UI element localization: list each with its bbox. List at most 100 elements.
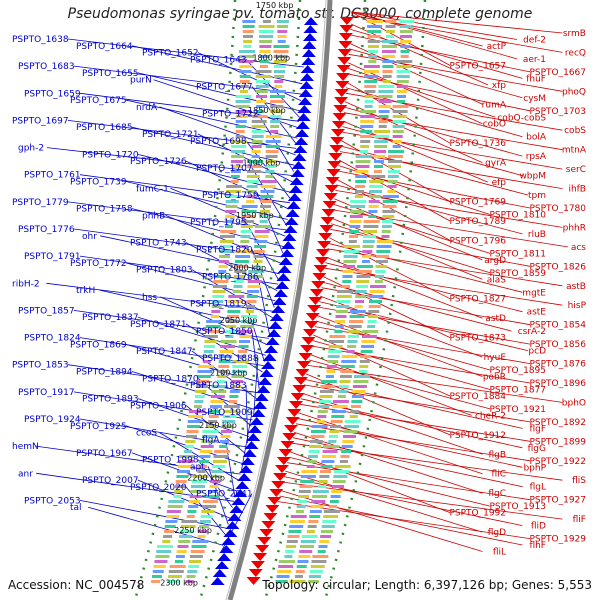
gene-label-right: PSPTO_1827 (449, 295, 506, 305)
feature-block (296, 565, 307, 568)
forward-gene-arrow (303, 25, 318, 33)
forward-gene-arrow (265, 337, 280, 345)
feature-block (387, 180, 398, 183)
feature-block (265, 160, 277, 163)
feature-block (326, 365, 337, 368)
dotted-ring-0 (133, 0, 237, 600)
forward-gene-arrow (298, 89, 313, 97)
feature-block (235, 120, 247, 123)
feature-block (253, 265, 262, 268)
feature-block (329, 500, 339, 503)
reverse-gene-arrow (305, 313, 320, 321)
feature-block (162, 540, 171, 543)
feature-block (235, 125, 246, 128)
feature-block (378, 125, 387, 128)
feature-block (245, 310, 254, 313)
feature-block (364, 95, 375, 98)
label-connector-right (287, 462, 531, 501)
feature-block (318, 405, 330, 408)
feature-block (246, 190, 257, 193)
feature-block (265, 140, 281, 143)
label-connector-right (324, 267, 563, 306)
feature-block (239, 65, 253, 68)
feature-block (289, 525, 304, 528)
label-connector-right (349, 34, 531, 73)
feature-block (211, 390, 227, 393)
reverse-gene-arrow (265, 505, 280, 513)
feature-block (374, 130, 391, 133)
feature-block (277, 35, 287, 38)
feature-block (255, 85, 269, 88)
feature-block (241, 215, 256, 218)
feature-block (349, 415, 358, 418)
feature-block (286, 545, 296, 548)
feature-block (382, 50, 396, 53)
feature-block (210, 395, 225, 398)
feature-block (319, 390, 334, 393)
label-connector-left (251, 249, 275, 308)
feature-block (368, 55, 378, 58)
feature-block (369, 300, 382, 303)
reverse-gene-arrow (322, 201, 337, 209)
feature-block (196, 375, 211, 378)
feature-block (396, 75, 410, 78)
gene-label-left: PSPTO_1786 (202, 273, 259, 283)
feature-block (254, 225, 271, 228)
reverse-gene-arrow (298, 353, 313, 361)
feature-block (214, 450, 231, 453)
feature-block (400, 55, 409, 58)
forward-gene-arrow (237, 473, 252, 481)
scale-tick-label: 2200 kbp (187, 474, 225, 483)
feature-block (225, 210, 237, 213)
feature-block (152, 570, 164, 573)
feature-block (368, 305, 381, 308)
feature-block (269, 90, 286, 93)
reverse-gene-arrow (307, 305, 322, 313)
feature-block (369, 180, 385, 183)
forward-gene-arrow (302, 41, 317, 49)
feature-block (168, 500, 185, 503)
feature-block (368, 210, 378, 213)
feature-block (276, 20, 289, 23)
forward-gene-arrow (291, 161, 306, 169)
feature-block (260, 190, 275, 193)
feature-block (318, 400, 331, 403)
reverse-gene-arrow (318, 233, 333, 241)
feature-block (225, 330, 235, 333)
reverse-gene-arrow (335, 81, 350, 89)
reverse-gene-arrow (329, 145, 344, 153)
scale-tick-label: 2300 kbp (160, 579, 198, 588)
reverse-gene-arrow (302, 329, 317, 337)
feature-block (196, 380, 210, 383)
feature-block (359, 360, 370, 363)
reverse-gene-arrow (338, 41, 353, 49)
feature-block (235, 110, 249, 113)
feature-block (387, 175, 399, 178)
gene-label-left: PSPTO_1847 (136, 347, 193, 357)
feature-block (175, 560, 183, 563)
feature-block (211, 385, 228, 388)
feature-block (301, 470, 318, 473)
feature-block (351, 395, 364, 398)
feature-block (296, 505, 306, 508)
feature-block (320, 535, 332, 538)
feature-block (368, 315, 378, 318)
feature-block (164, 525, 176, 528)
label-connector-right (328, 242, 523, 293)
feature-block (348, 330, 361, 333)
feature-block (187, 425, 201, 428)
map-title: Pseudomonas syringae pv. tomato str. DC3… (67, 6, 533, 22)
forward-gene-arrow (287, 193, 302, 201)
feature-block (187, 570, 198, 573)
label-connector-left (241, 412, 253, 471)
label-connector-right (282, 481, 563, 520)
feature-block (213, 280, 229, 283)
feature-block (368, 60, 377, 63)
feature-block (392, 145, 401, 148)
feature-block (239, 55, 255, 58)
feature-block (202, 430, 219, 433)
reverse-gene-arrow (259, 529, 274, 537)
forward-gene-arrow (292, 153, 307, 161)
feature-block (220, 235, 235, 238)
forward-gene-arrow (227, 513, 242, 521)
